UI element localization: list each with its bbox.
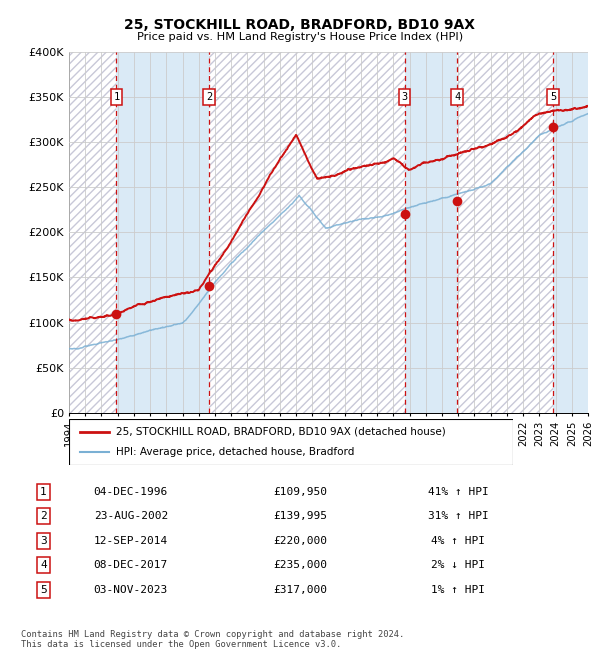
Text: 1: 1: [113, 92, 119, 102]
Bar: [116, 52, 209, 413]
Text: 2: 2: [206, 92, 212, 102]
Bar: [553, 52, 588, 413]
Text: 2% ↓ HPI: 2% ↓ HPI: [431, 560, 485, 570]
Text: 4% ↑ HPI: 4% ↑ HPI: [431, 536, 485, 546]
Text: 1% ↑ HPI: 1% ↑ HPI: [431, 585, 485, 595]
Text: 2: 2: [40, 512, 47, 521]
Text: 23-AUG-2002: 23-AUG-2002: [94, 512, 168, 521]
Text: 12-SEP-2014: 12-SEP-2014: [94, 536, 168, 546]
Text: 41% ↑ HPI: 41% ↑ HPI: [428, 487, 488, 497]
Text: 3: 3: [401, 92, 408, 102]
Text: Contains HM Land Registry data © Crown copyright and database right 2024.
This d: Contains HM Land Registry data © Crown c…: [21, 630, 404, 649]
Text: 5: 5: [550, 92, 556, 102]
Text: £317,000: £317,000: [273, 585, 327, 595]
Text: Price paid vs. HM Land Registry's House Price Index (HPI): Price paid vs. HM Land Registry's House …: [137, 32, 463, 42]
Bar: [457, 52, 553, 413]
Text: 4: 4: [40, 560, 47, 570]
Text: 25, STOCKHILL ROAD, BRADFORD, BD10 9AX (detached house): 25, STOCKHILL ROAD, BRADFORD, BD10 9AX (…: [116, 426, 445, 437]
Bar: [405, 52, 457, 413]
Text: £235,000: £235,000: [273, 560, 327, 570]
Text: HPI: Average price, detached house, Bradford: HPI: Average price, detached house, Brad…: [116, 447, 354, 458]
Text: £139,995: £139,995: [273, 512, 327, 521]
Text: 31% ↑ HPI: 31% ↑ HPI: [428, 512, 488, 521]
Text: 1: 1: [40, 487, 47, 497]
Bar: [69, 52, 116, 413]
Bar: [69, 52, 116, 413]
Text: 5: 5: [40, 585, 47, 595]
Text: 04-DEC-1996: 04-DEC-1996: [94, 487, 168, 497]
Bar: [457, 52, 553, 413]
Text: 4: 4: [454, 92, 460, 102]
Text: 03-NOV-2023: 03-NOV-2023: [94, 585, 168, 595]
Text: 08-DEC-2017: 08-DEC-2017: [94, 560, 168, 570]
Text: £220,000: £220,000: [273, 536, 327, 546]
Text: 3: 3: [40, 536, 47, 546]
Bar: [209, 52, 405, 413]
Text: £109,950: £109,950: [273, 487, 327, 497]
Bar: [209, 52, 405, 413]
Text: 25, STOCKHILL ROAD, BRADFORD, BD10 9AX: 25, STOCKHILL ROAD, BRADFORD, BD10 9AX: [125, 18, 476, 32]
